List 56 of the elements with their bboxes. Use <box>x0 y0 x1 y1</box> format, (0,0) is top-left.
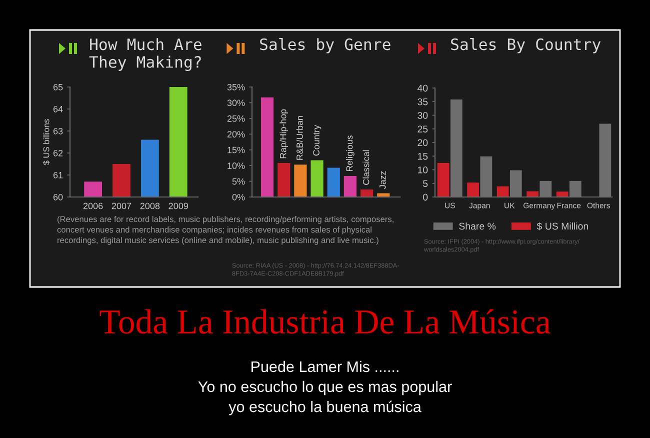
y-tick-label: 0 <box>423 194 428 201</box>
bar <box>294 164 307 197</box>
chart-title: Sales By Country <box>451 38 601 54</box>
bar <box>437 162 450 197</box>
y-tick-label: 61 <box>53 172 63 178</box>
bar <box>377 193 390 197</box>
x-tick-label: Rap/Hip-hop <box>280 109 288 158</box>
y-tick-label: 30% <box>227 100 245 106</box>
text: yo escucho la buena música <box>228 400 422 416</box>
y-tick-label: 30 <box>418 112 428 119</box>
x-tick-label: 2009 <box>168 202 188 210</box>
bar <box>496 186 509 197</box>
y-axis-title: $ US billions <box>42 119 50 166</box>
y-tick-label: 0% <box>232 194 245 200</box>
y-tick-label: 64 <box>53 106 63 112</box>
y-tick-label: 25 <box>418 126 428 132</box>
y-tick-label: 5 <box>423 180 428 187</box>
x-tick-label: Country <box>313 124 322 156</box>
y-tick-label: 20% <box>227 131 245 138</box>
text: Puede Lamer Mis ...... <box>252 360 398 372</box>
bar <box>310 160 324 197</box>
bar <box>467 182 480 197</box>
bar <box>344 176 357 197</box>
x-tick-label: 2007 <box>112 202 132 210</box>
y-tick-label: 35 <box>418 98 428 106</box>
y-tick-label: 15 <box>418 152 428 160</box>
bar <box>260 97 274 197</box>
y-tick-label: 40 <box>417 84 428 92</box>
legend-label: Share % <box>459 222 496 230</box>
y-tick-label: 63 <box>53 128 63 134</box>
bar <box>360 189 374 197</box>
chart-title: How Much Are They Making? <box>89 38 202 72</box>
y-tick-label: 62 <box>53 150 63 156</box>
y-tick-label: 10 <box>418 166 428 174</box>
x-tick-label: Religious <box>346 136 354 172</box>
y-tick-label: 35% <box>227 84 245 90</box>
y-tick-label: 5% <box>232 178 245 185</box>
bar <box>327 168 340 197</box>
y-tick-label: 10% <box>228 162 245 169</box>
bar <box>556 192 568 197</box>
y-tick-label: 20 <box>418 139 428 146</box>
y-tick-label: 25% <box>227 115 245 122</box>
x-tick-label: 2008 <box>140 202 160 210</box>
legend-label: $ US Million <box>536 222 588 230</box>
x-tick-label: Jazz <box>380 171 386 189</box>
text: Yo no escucho lo que es mas popular <box>198 380 452 396</box>
bar <box>278 163 290 197</box>
text: (Revenues are for record labels, music publishers, recording/performing artists, composers, concert venues and merchandise companies; incides revenues from sales of physical recordings, digital music services (online and mobile), music publishing and live music.) <box>57 216 394 245</box>
text: Toda La Industria De La Música <box>100 309 550 334</box>
y-tick-label: 65 <box>53 84 63 90</box>
x-tick-label: Classical <box>362 150 370 185</box>
x-tick-label: R&B/Urban <box>296 116 303 160</box>
x-tick-label: 2006 <box>83 202 103 210</box>
y-tick-label: 60 <box>53 194 63 200</box>
chart-title: Sales by Genre <box>260 38 390 54</box>
y-tick-label: 15% <box>228 146 245 154</box>
